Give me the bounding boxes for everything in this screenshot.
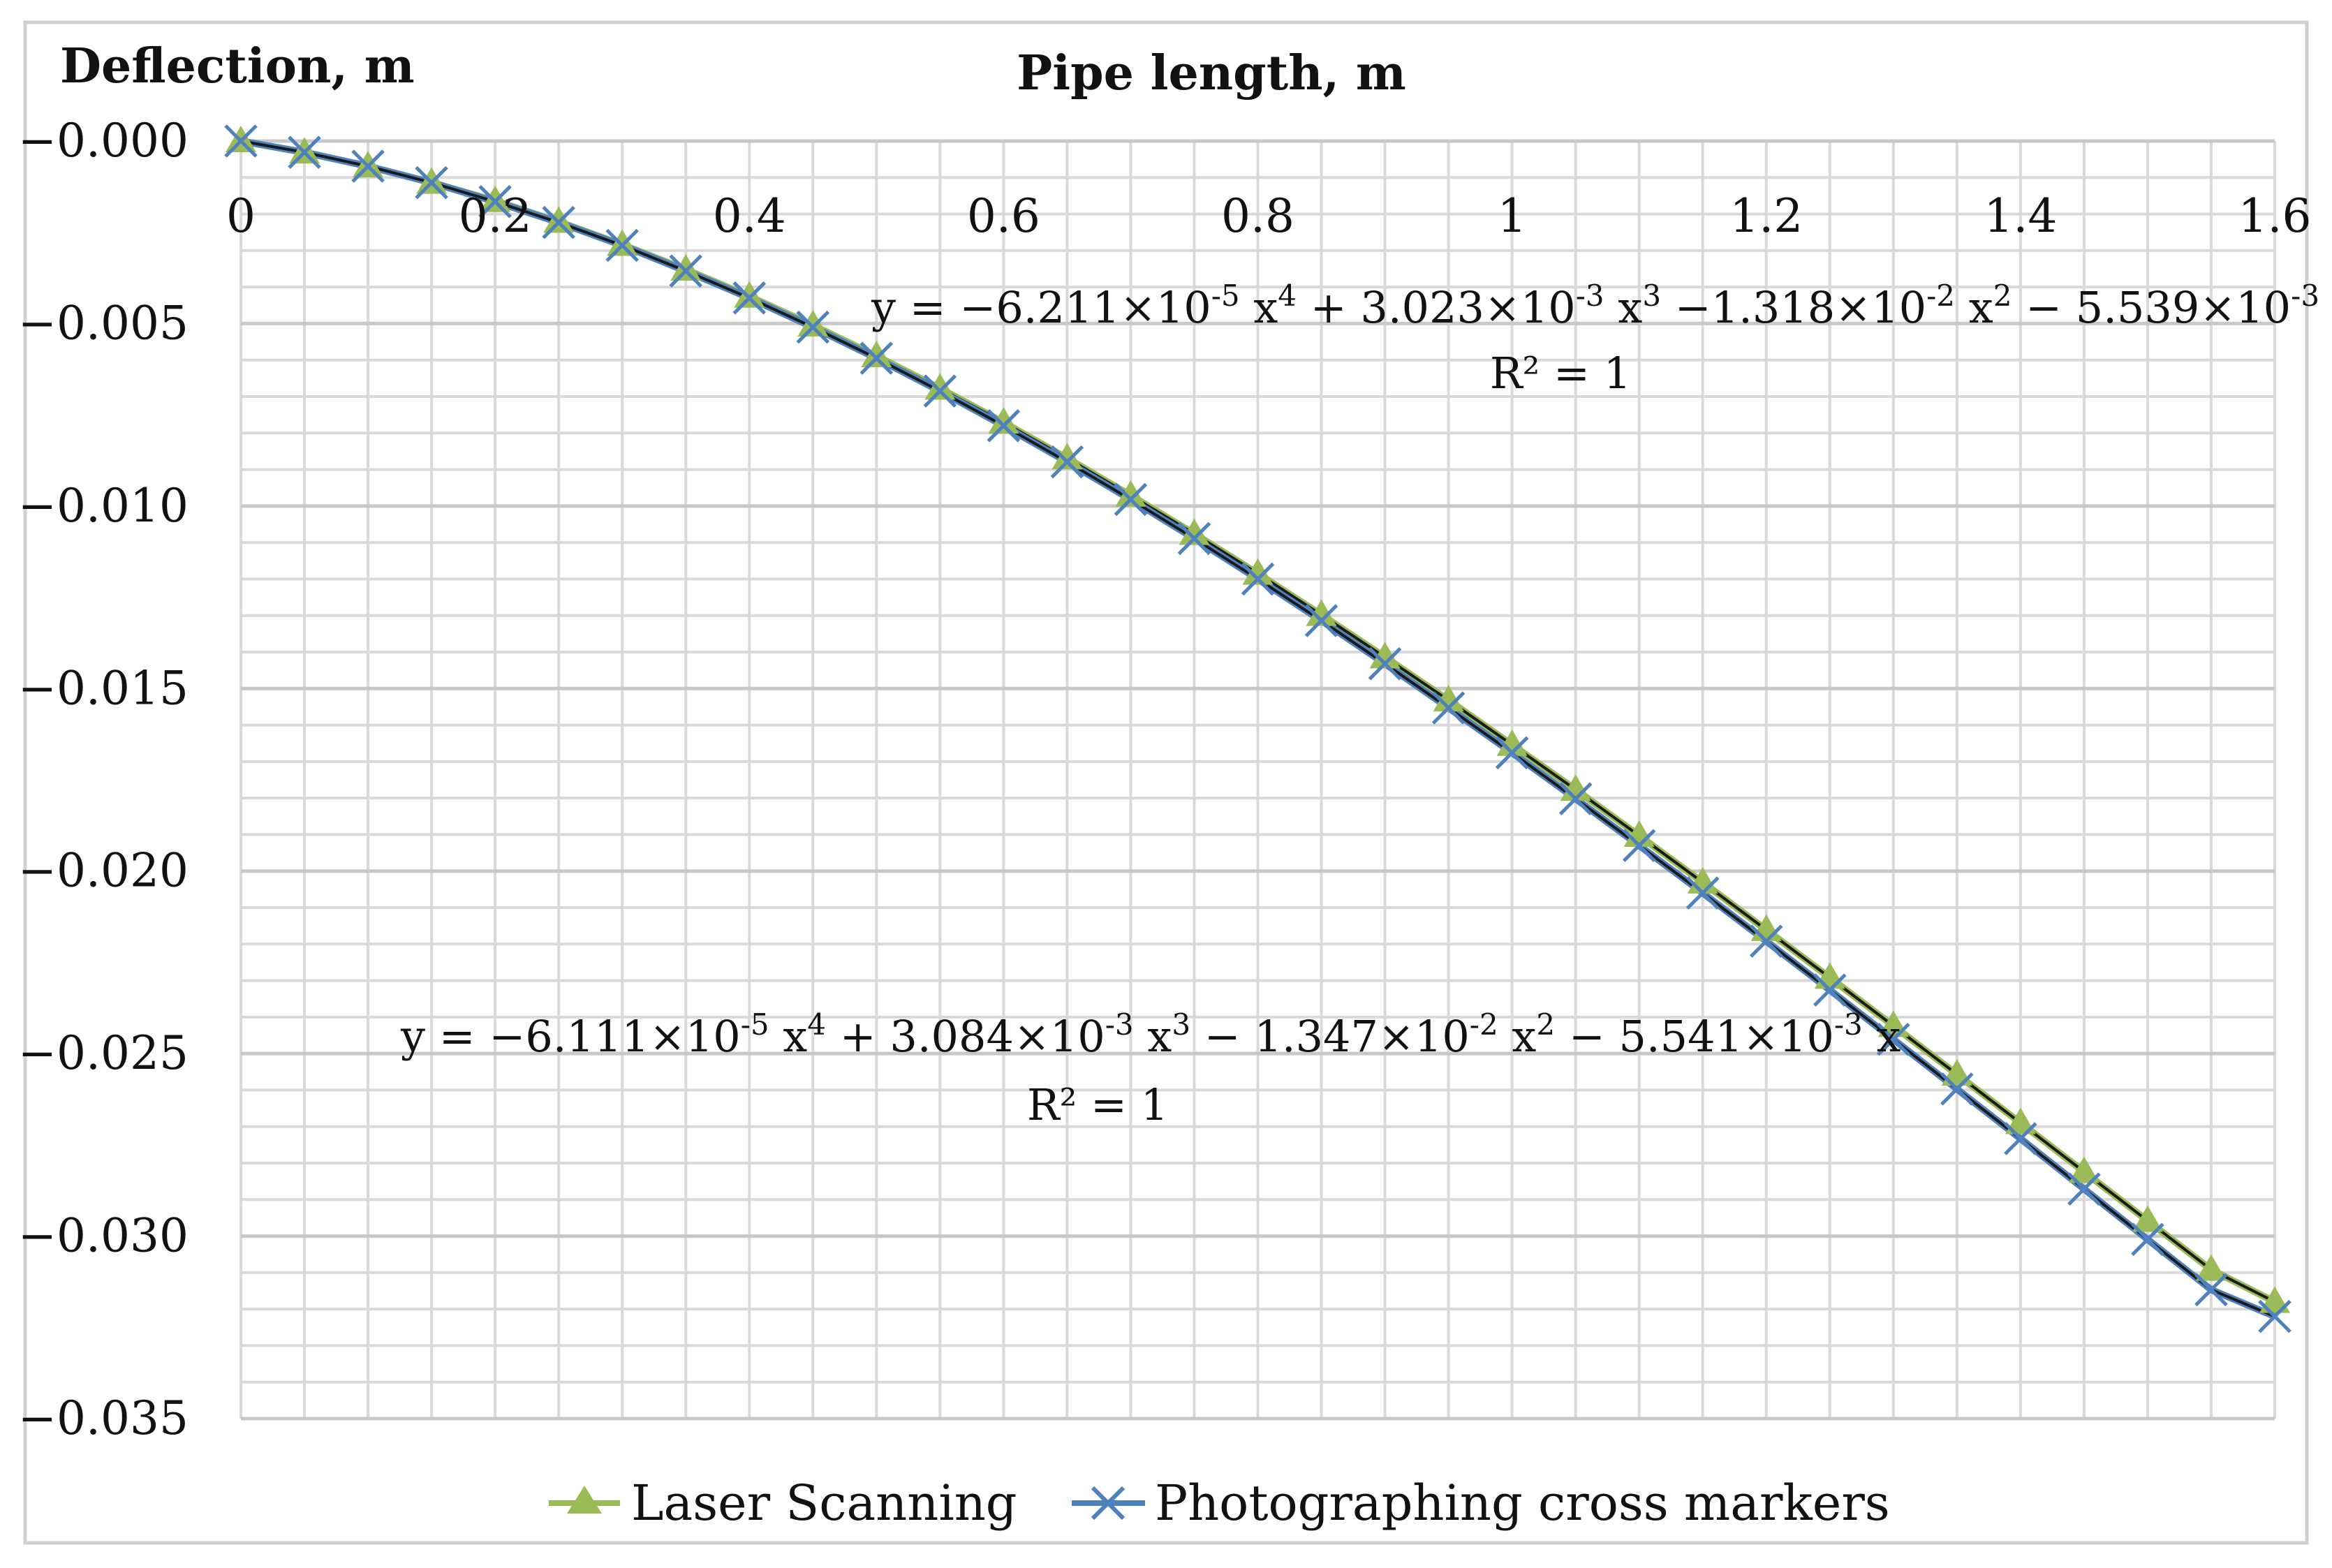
data-point-laser [1369, 642, 1401, 669]
data-point-photo [1685, 876, 1720, 910]
data-point-photo [1877, 1022, 1910, 1056]
data-point-laser [1242, 558, 1274, 585]
y-tick-label: −0.035 [18, 1391, 189, 1445]
chart-title: Pipe length, m [1017, 45, 1406, 101]
data-point-photo [859, 341, 894, 375]
legend-marker-triangle [567, 1486, 602, 1514]
equation-annotation-upper: y = −6.211×10-5 x4 + 3.023×10-3 x3 −1.31… [871, 279, 2332, 333]
x-tick-label: 1.2 [1729, 189, 1803, 243]
data-point-photo [351, 149, 385, 183]
data-point-photo [1749, 924, 1783, 958]
legend: Laser Scanning Photographing cross marke… [549, 1474, 1890, 1532]
x-tick-label: 1 [1498, 189, 1527, 243]
tick-labels: 0 0.2 0.4 0.6 0.8 1 1.2 1.4 1.6 −0.000 −0.005 −0.01… [18, 114, 2312, 1445]
chart-frame [23, 20, 2309, 1545]
data-point-laser [1496, 729, 1528, 756]
data-point-laser [1051, 443, 1083, 470]
data-point-laser [734, 281, 765, 308]
data-point-laser [2005, 1107, 2036, 1134]
data-point-photo [2194, 1273, 2228, 1307]
x-tick-label: 1.4 [1984, 189, 2057, 243]
y-axis-title: Deflection, m [60, 38, 415, 94]
data-point-laser [2068, 1156, 2099, 1183]
y-tick-label: −0.020 [18, 844, 189, 898]
data-point-photo [1114, 482, 1148, 517]
x-tick-label: 0.8 [1221, 189, 1294, 243]
data-point-photo [288, 135, 321, 169]
y-tick-label: −0.015 [18, 661, 189, 715]
data-point-laser [797, 310, 829, 337]
data-point-photo [1177, 522, 1211, 556]
data-point-photo [923, 374, 957, 408]
data-point-photo [1050, 445, 1084, 479]
r2-annotation-upper: R² = 1 [1490, 348, 1631, 399]
x-tick-label: 0.4 [713, 189, 786, 243]
data-point-laser [1433, 685, 1464, 712]
data-point-photo [2067, 1172, 2101, 1206]
data-point-photo [796, 310, 830, 344]
data-point-laser [861, 340, 892, 367]
data-point-photo [1558, 782, 1593, 815]
data-point-laser [2195, 1254, 2227, 1281]
gridlines [239, 139, 2276, 1421]
data-point-photo [605, 228, 639, 262]
r2-annotation-lower: R² = 1 [1027, 1079, 1168, 1130]
data-point-laser [670, 254, 702, 281]
data-point-photo [224, 124, 258, 158]
x-tick-label: 0.2 [459, 189, 532, 243]
data-point-photo [669, 254, 702, 288]
legend-label-laser: Laser Scanning [631, 1474, 1017, 1532]
data-point-photo [478, 185, 512, 219]
legend-label-photo: Photographing cross markers [1155, 1474, 1890, 1532]
data-point-laser [607, 229, 638, 256]
legend-marker-cross [1091, 1486, 1126, 1521]
data-point-photo [987, 409, 1021, 443]
data-point-photo [415, 165, 448, 200]
data-point-photo [2131, 1222, 2164, 1257]
data-point-laser [1306, 599, 1337, 626]
data-point-laser [988, 407, 1019, 434]
data-point-laser [543, 206, 575, 233]
data-point-laser [1560, 774, 1591, 801]
data-point-photo [1622, 829, 1656, 862]
x-tick-label: 0 [226, 189, 256, 243]
x-tick-label: 1.6 [2238, 189, 2312, 243]
data-point-photo [2258, 1299, 2292, 1333]
data-point-photo [2004, 1122, 2037, 1155]
data-point-laser [1179, 518, 1210, 545]
data-point-photo [1368, 646, 1402, 681]
data-point-photo [1813, 973, 1847, 1007]
y-tick-label: −0.000 [18, 114, 189, 168]
data-point-photo [1940, 1072, 1974, 1106]
data-point-laser [480, 185, 511, 212]
y-tick-label: −0.025 [18, 1026, 189, 1080]
data-point-photo [542, 205, 575, 239]
data-point-laser [924, 373, 956, 400]
y-tick-label: −0.010 [18, 479, 189, 533]
series-group [224, 124, 2292, 1333]
data-point-photo [732, 281, 767, 315]
data-point-photo [1304, 604, 1338, 637]
y-tick-label: −0.030 [18, 1209, 189, 1263]
x-tick-label: 0.6 [967, 189, 1040, 243]
data-point-photo [1495, 736, 1529, 770]
data-point-laser [2132, 1205, 2163, 1232]
data-point-photo [1431, 691, 1466, 725]
equation-annotation-lower: y = −6.111×10-5 x4 + 3.084×10-3 x3 − 1.3… [400, 1007, 1901, 1062]
data-point-laser [1115, 480, 1146, 507]
y-tick-label: −0.005 [18, 296, 189, 350]
data-point-photo [1241, 562, 1275, 596]
